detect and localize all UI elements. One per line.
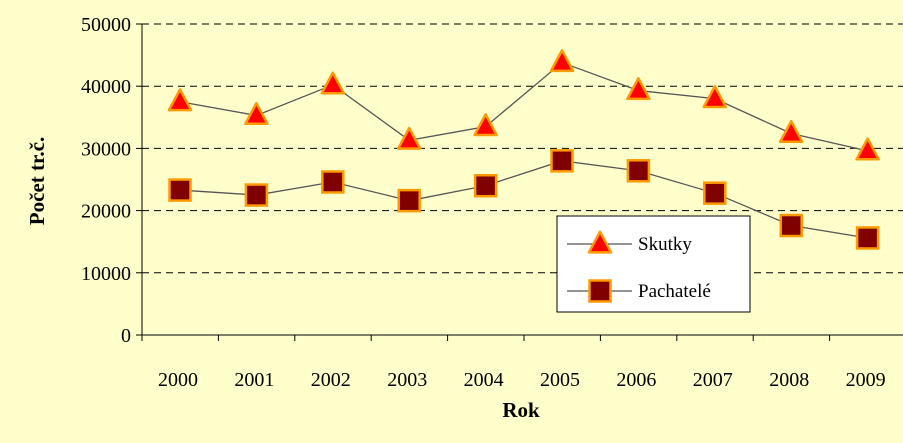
data-point-pachatelé: [473, 173, 498, 198]
data-point-skutky: [549, 49, 575, 73]
x-tick-label: 2008: [769, 369, 809, 391]
data-point-skutky: [855, 137, 880, 161]
data-point-pachatelé: [550, 149, 574, 173]
y-tick-label: 20000: [81, 201, 131, 223]
data-point-skutky: [396, 126, 422, 150]
x-tick-label: 2006: [616, 369, 656, 391]
gridlines: [142, 23, 903, 274]
legend-marker: [587, 230, 613, 254]
y-tick-label: 40000: [81, 76, 131, 98]
data-point-skutky: [473, 113, 498, 137]
data-point-skutky: [244, 101, 269, 125]
y-tick-label: 10000: [81, 263, 131, 285]
data-point-skutky: [626, 77, 651, 101]
y-tick-label: 30000: [81, 138, 131, 160]
data-point-pachatelé: [855, 226, 880, 250]
x-tick-label: 2004: [464, 369, 504, 391]
data-point-pachatelé: [703, 181, 727, 205]
x-tick-label: 2009: [846, 369, 886, 391]
legend: Skutky Pachatelé: [556, 215, 751, 313]
x-tick-label: 2002: [311, 369, 351, 391]
x-tick-label: 2005: [540, 369, 580, 391]
axes: 0 10000 20000 30000 40000 50000 2000 2001 2002 20…: [81, 14, 903, 391]
legend-label: Pachatelé: [638, 281, 711, 302]
x-tick-label: 2000: [158, 369, 198, 391]
data-point-pachatelé: [244, 183, 269, 207]
x-axis-title: Rok: [502, 398, 540, 422]
data-point-skutky: [320, 71, 346, 95]
y-tick-label: 50000: [81, 14, 131, 36]
data-point-skutky: [778, 119, 804, 144]
data-point-skutky: [167, 88, 193, 112]
y-tick-label: 0: [121, 325, 131, 347]
legend-marker: [588, 279, 612, 303]
series-line-pachatelé: [179, 160, 868, 239]
data-point-pachatelé: [779, 213, 803, 238]
series: [167, 49, 880, 250]
series-line-skutky: [179, 61, 868, 152]
data-point-pachatelé: [168, 178, 192, 202]
data-point-pachatelé: [626, 159, 651, 183]
x-tick-label: 2001: [234, 369, 274, 391]
data-point-pachatelé: [397, 188, 421, 213]
data-point-skutky: [702, 85, 728, 109]
data-point-pachatelé: [321, 170, 345, 194]
x-tick-label: 2007: [693, 369, 733, 391]
y-axis-title: Počet tr.č.: [25, 137, 49, 225]
legend-label: Skutky: [638, 234, 692, 255]
x-tick-label: 2003: [387, 369, 427, 391]
